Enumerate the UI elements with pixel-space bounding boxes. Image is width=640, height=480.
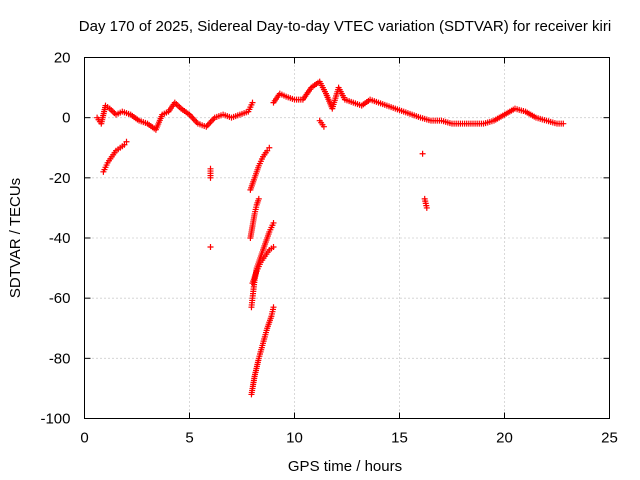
- series-descending-trail: [100, 138, 130, 175]
- data-point-marker: [423, 204, 430, 211]
- x-tick-label: 15: [391, 430, 408, 447]
- data-point-marker: [255, 195, 262, 202]
- y-axis-label: SDTVAR / TECUs: [7, 178, 24, 298]
- series-isolated-points: [207, 117, 430, 251]
- series-steep-track-4: [248, 219, 277, 311]
- series-steep-track-2: [247, 195, 262, 241]
- data-point-marker: [264, 147, 271, 154]
- data-point-marker: [266, 144, 273, 151]
- data-marks: [94, 78, 567, 398]
- y-tick-label: 0: [62, 110, 70, 127]
- data-point-marker: [207, 174, 214, 181]
- plot-frame: [84, 57, 610, 419]
- grid: [84, 57, 610, 419]
- ticks: 0 5 10 15 20 25 -100 -80 -60 -40 -20 0 20: [40, 50, 617, 447]
- data-point-marker: [121, 141, 128, 148]
- series-band-b: [270, 78, 567, 127]
- data-point-marker: [123, 138, 130, 145]
- chart-title: Day 170 of 2025, Sidereal Day-to-day VTE…: [79, 18, 611, 35]
- series-steep-track-1: [247, 144, 273, 193]
- y-tick-label: -80: [49, 350, 71, 367]
- y-tick-label: 20: [54, 50, 71, 67]
- x-tick-label: 5: [185, 430, 193, 447]
- x-tick-label: 20: [496, 430, 513, 447]
- y-tick-label: -40: [49, 230, 71, 247]
- series-band-a: [94, 99, 256, 133]
- y-tick-label: -60: [49, 290, 71, 307]
- y-tick-label: -20: [49, 170, 71, 187]
- data-point-marker: [560, 120, 567, 127]
- data-point-marker: [270, 244, 277, 251]
- x-axis-label: GPS time / hours: [288, 458, 402, 475]
- y-tick-label: -100: [40, 411, 70, 428]
- x-tick-label: 25: [601, 430, 618, 447]
- x-tick-label: 10: [286, 430, 303, 447]
- data-point-marker: [207, 244, 214, 251]
- data-point-marker: [419, 150, 426, 157]
- data-point-marker: [270, 304, 277, 311]
- data-point-marker: [270, 219, 277, 226]
- data-point-marker: [249, 99, 256, 106]
- data-point-marker: [320, 123, 327, 130]
- x-tick-label: 0: [80, 430, 88, 447]
- series-steep-track-5: [248, 304, 277, 398]
